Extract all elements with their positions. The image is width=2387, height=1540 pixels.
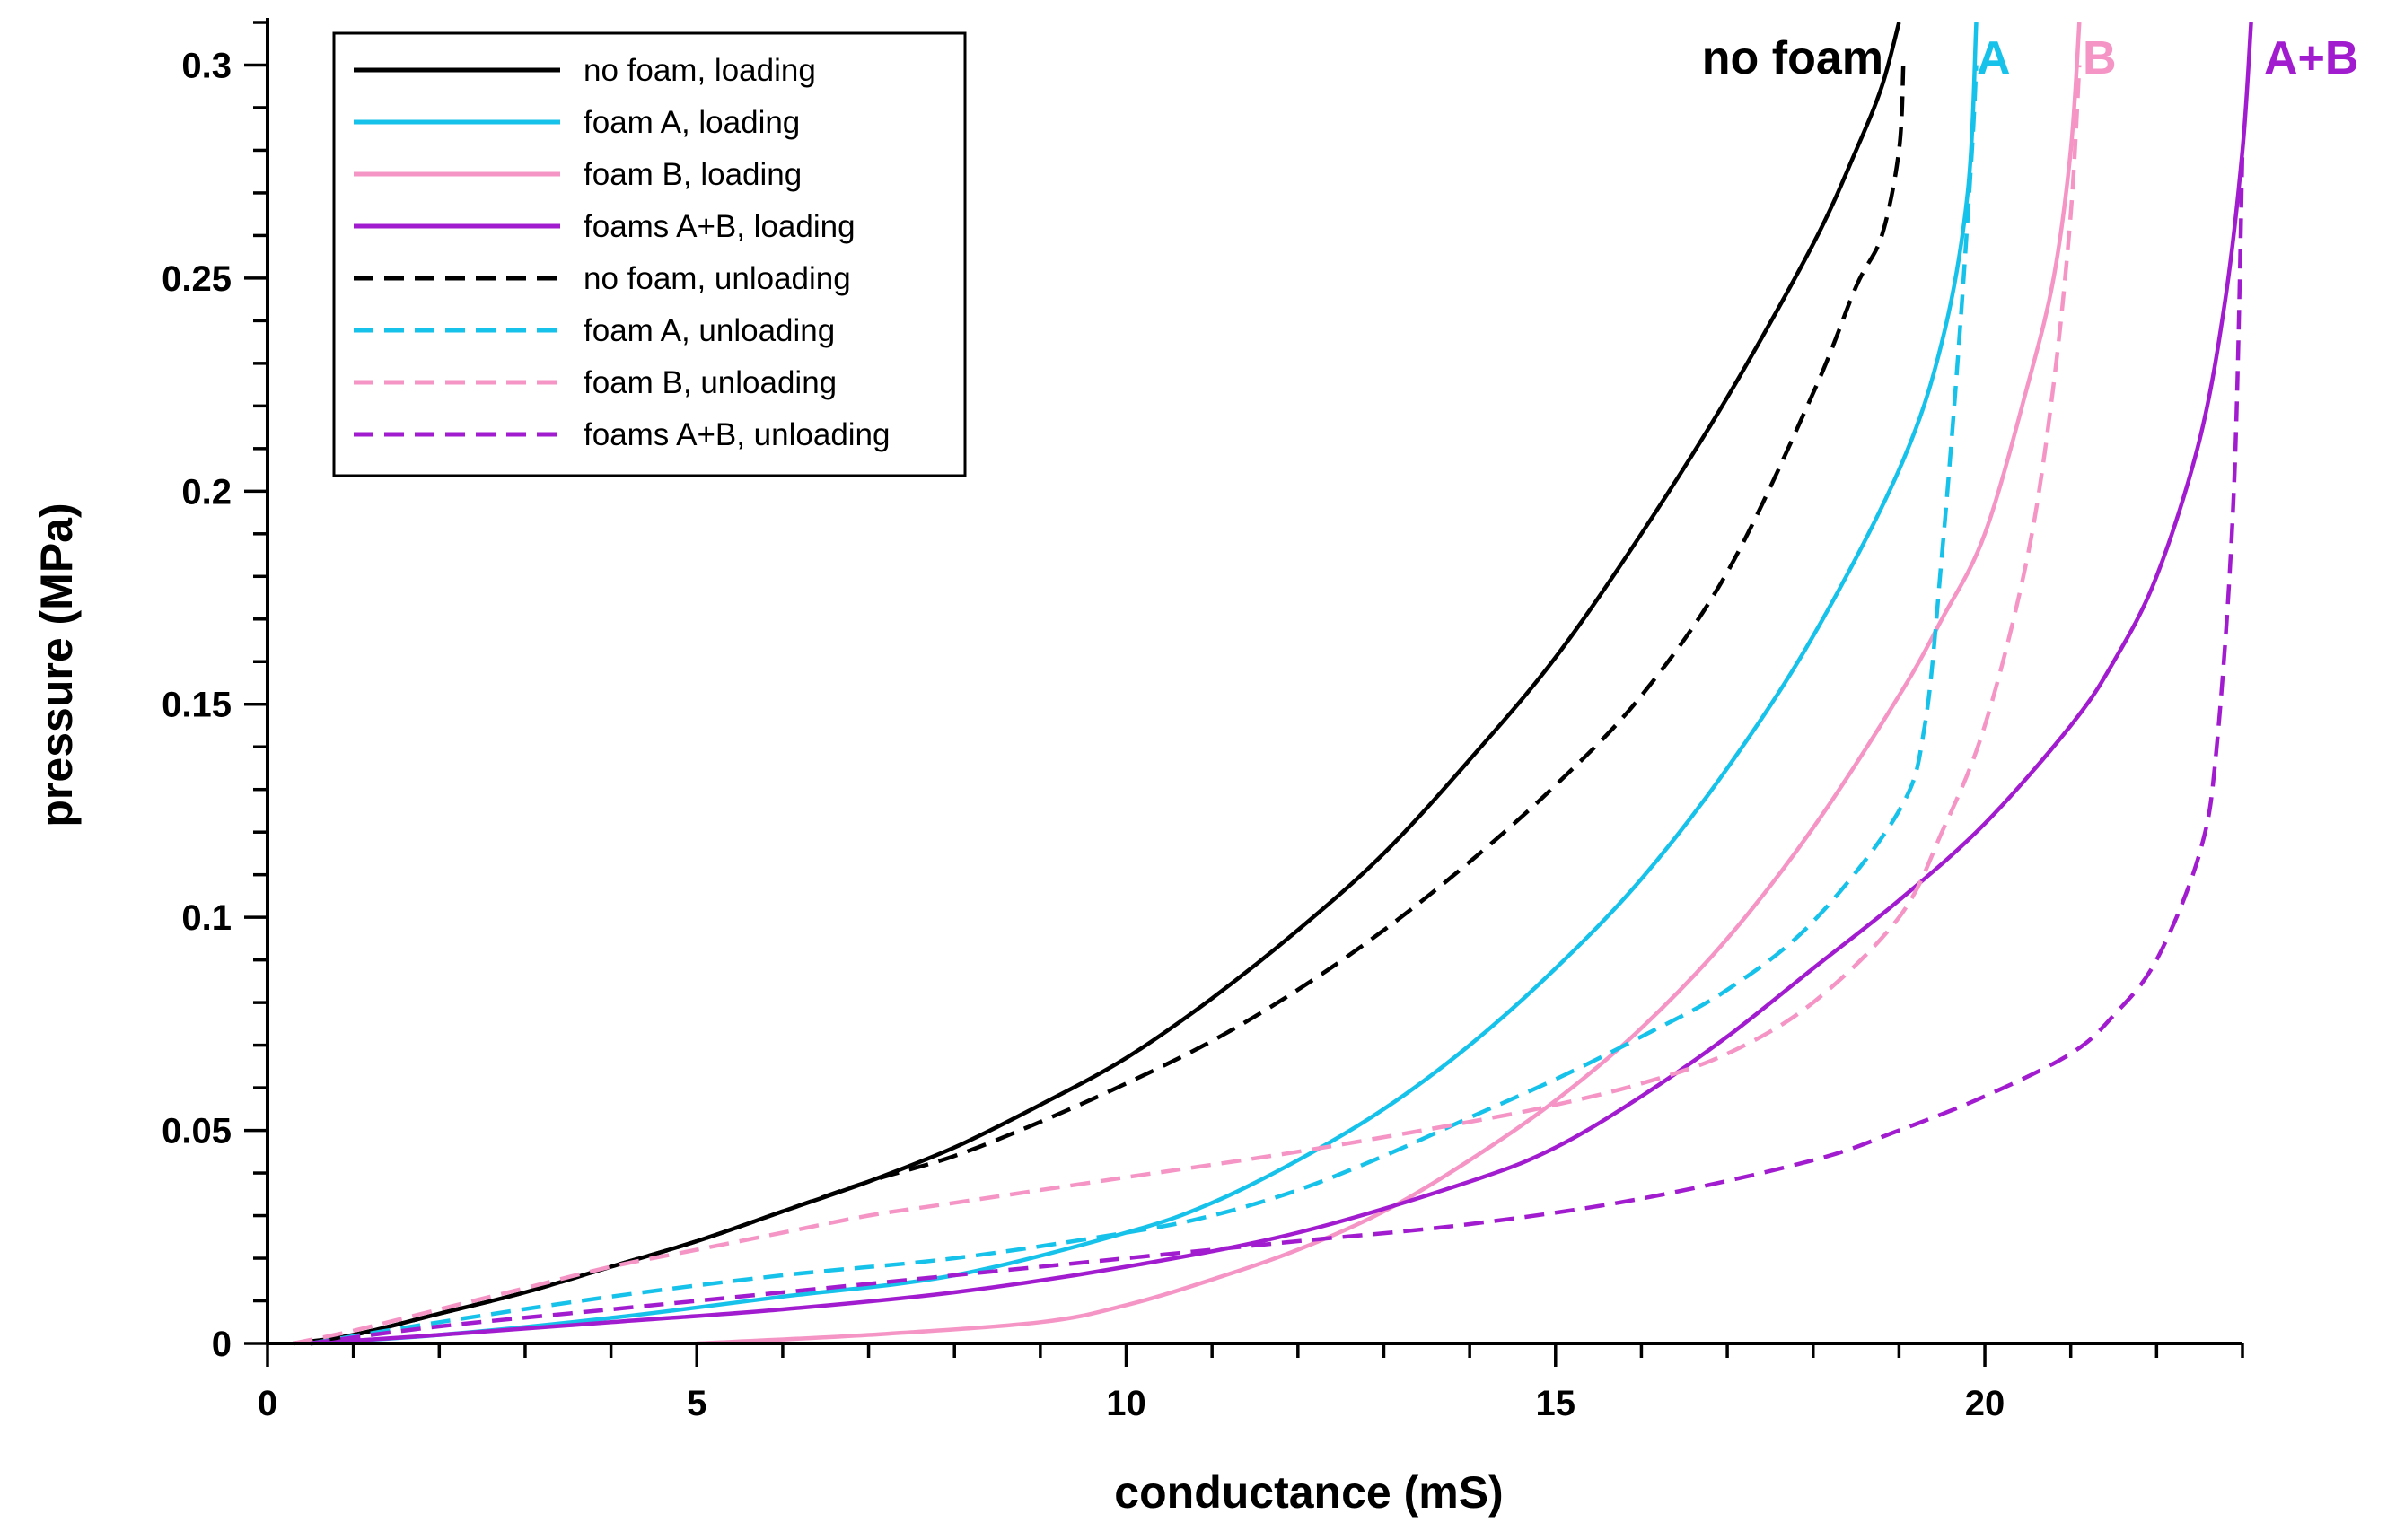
- curve-label-foam-ab: A+B: [2264, 32, 2358, 84]
- tick-labels: 0 5 10 15 20 0 0.05 0.1 0.15 0.2 0.25 0.3: [162, 46, 2005, 1423]
- curve-labels: no foam A B A+B: [1702, 32, 2359, 84]
- y-tick-label: 0.25: [162, 259, 232, 299]
- y-tick-label: 0.2: [181, 472, 232, 512]
- series-line-foam-ab-loading: [310, 22, 2253, 1346]
- x-tick-label: 0: [258, 1384, 277, 1423]
- legend-entry-label: foams A+B, unloading: [584, 417, 891, 452]
- series-line-foam-a-loading: [310, 22, 1979, 1346]
- series-line-foam-a-unloading: [310, 65, 1979, 1346]
- curve-label-foam-b: B: [2083, 32, 2117, 84]
- y-tick-label: 0.05: [162, 1112, 232, 1151]
- x-tick-label: 20: [1965, 1384, 2005, 1423]
- series-line-foam-ab-unloading: [310, 150, 2245, 1346]
- legend-entry-label: no foam, unloading: [584, 261, 851, 296]
- curve-label-no-foam: no foam: [1702, 32, 1883, 84]
- legend-entry-label: foams A+B, loading: [584, 209, 856, 244]
- legend-entry-label: foam B, loading: [584, 157, 802, 192]
- x-tick-label: 5: [687, 1384, 706, 1423]
- curve-label-foam-a: A: [1977, 32, 2011, 84]
- legend-box: [332, 31, 967, 477]
- y-tick-label: 0: [212, 1325, 232, 1364]
- legend-entry-label: foam A, loading: [584, 105, 800, 140]
- legend: no foam, loading foam A, loading foam B, l…: [332, 31, 967, 477]
- x-tick-label: 10: [1106, 1384, 1146, 1423]
- x-tick-label: 15: [1536, 1384, 1576, 1423]
- series-line-no-foam-loading: [293, 22, 1901, 1346]
- x-axis-title: conductance (mS): [1114, 1467, 1503, 1518]
- y-axis-title: pressure (MPa): [31, 503, 82, 827]
- series-layer: [293, 22, 2253, 1346]
- legend-entry-label: no foam, loading: [584, 53, 816, 88]
- y-tick-label: 0.3: [181, 46, 232, 85]
- y-tick-label: 0.15: [162, 686, 232, 725]
- y-tick-label: 0.1: [181, 898, 232, 938]
- series-line-no-foam-unloading: [293, 65, 1906, 1346]
- legend-entry-label: foam A, unloading: [584, 313, 835, 348]
- legend-entry-label: foam B, unloading: [584, 365, 837, 400]
- axes: [244, 18, 2244, 1367]
- series-line-foam-b-loading: [697, 22, 2082, 1346]
- series-line-foam-b-unloading: [293, 65, 2082, 1346]
